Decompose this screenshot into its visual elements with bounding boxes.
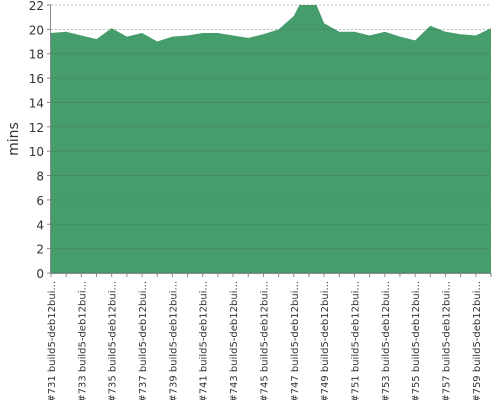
y-tick-label: 16 [29,72,44,86]
y-tick-label: 18 [29,48,44,62]
x-tick-label: #759 build5-deb12bui... [472,281,483,400]
x-tick-label: #735 build5-deb12bui... [108,281,119,400]
y-tick-label: 14 [29,96,44,110]
y-tick-label: 8 [36,170,44,184]
x-tick-label: #749 build5-deb12bui... [320,281,331,400]
y-tick-label: 4 [36,218,44,232]
x-tick-label: #739 build5-deb12bui... [168,281,179,400]
y-tick-label: 2 [36,243,44,257]
x-tick-label: #753 build5-deb12bui... [381,281,392,400]
x-tick-label: #743 build5-deb12bui... [229,281,240,400]
y-tick-label: 10 [29,145,44,159]
x-tick-label: #747 build5-deb12bui... [290,281,301,400]
y-tick-label: 0 [36,267,44,281]
x-tick-label: #731 build5-deb12bui... [47,281,58,400]
x-tick-label: #757 build5-deb12bui... [441,281,452,400]
y-tick-label: 22 [29,0,44,13]
y-tick-label: 6 [36,194,44,208]
x-tick-label: #745 build5-deb12bui... [259,281,270,400]
y-tick-label: 20 [29,23,44,37]
x-tick-label: #755 build5-deb12bui... [411,281,422,400]
x-tick-label: #737 build5-deb12bui... [138,281,149,400]
x-tick-label: #751 build5-deb12bui... [350,281,361,400]
area [51,5,491,273]
y-tick-label: 12 [29,121,44,135]
y-axis-label: mins [6,122,22,156]
x-tick-label: #741 build5-deb12bui... [199,281,210,400]
x-tick-label: #733 build5-deb12bui... [77,281,88,400]
